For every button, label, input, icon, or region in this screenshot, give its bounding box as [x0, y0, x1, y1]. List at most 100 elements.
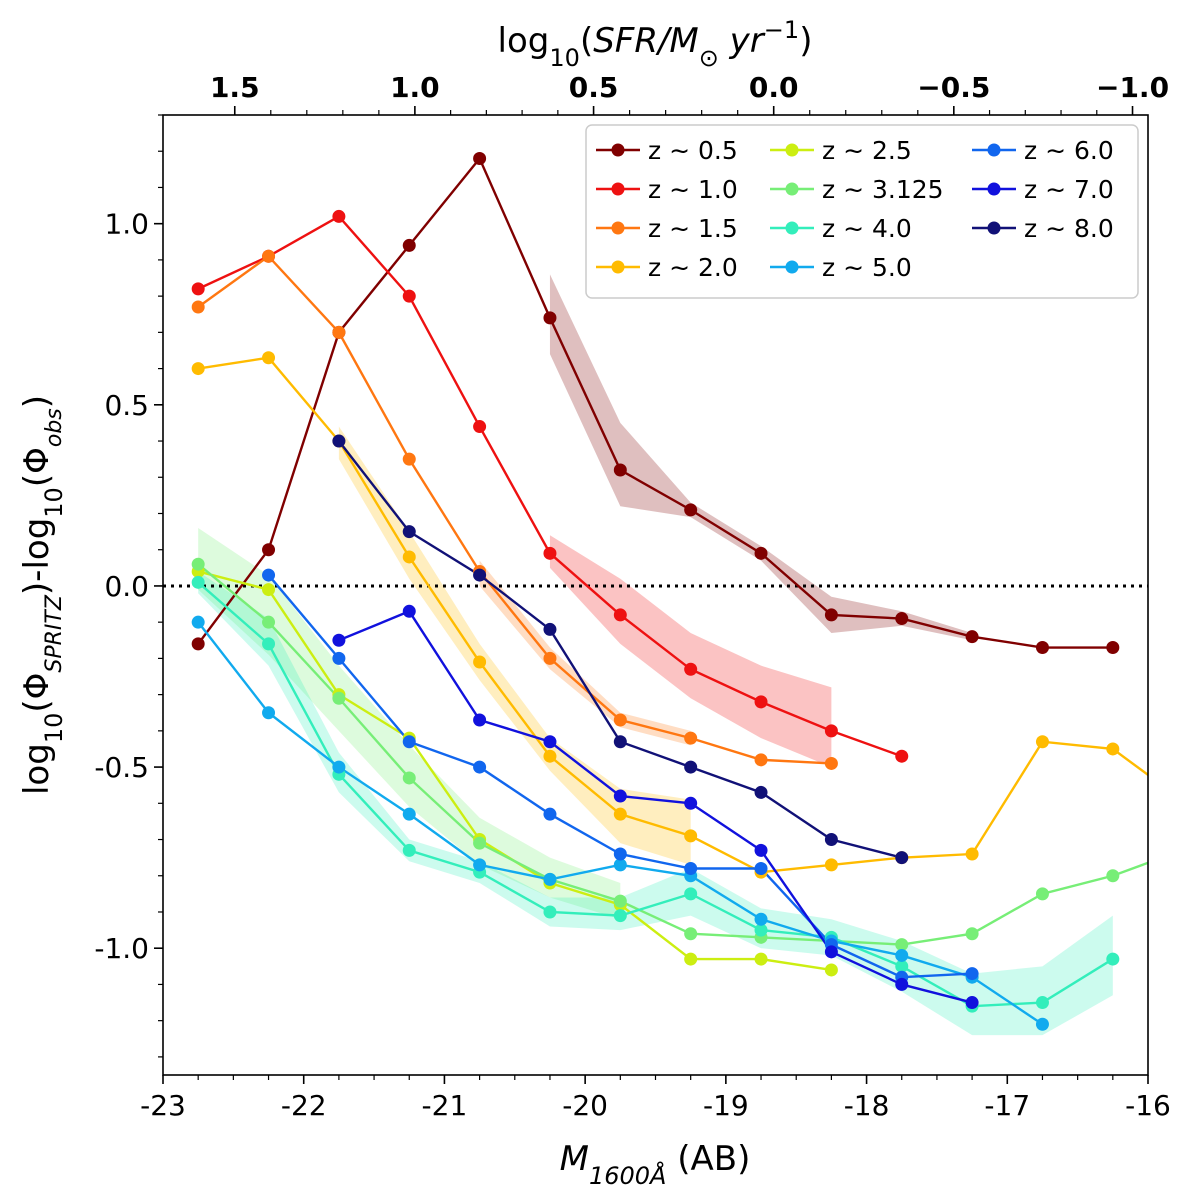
data-point	[613, 713, 627, 727]
legend-label: z ∼ 7.0	[1024, 175, 1114, 204]
data-point	[262, 615, 276, 629]
data-point	[191, 300, 205, 314]
x-tick-label: -21	[422, 1089, 468, 1122]
legend-swatch-marker	[611, 143, 625, 157]
legend-swatch-marker	[611, 260, 625, 274]
data-point	[473, 655, 487, 669]
legend-box	[585, 124, 1139, 299]
data-point	[191, 575, 205, 589]
data-point	[473, 420, 487, 434]
data-point	[543, 807, 557, 821]
legend-swatch-marker	[785, 143, 799, 157]
data-point	[824, 945, 838, 959]
data-point	[191, 615, 205, 629]
data-point	[543, 311, 557, 325]
data-point	[332, 209, 346, 223]
series-band	[338, 426, 691, 865]
data-point	[613, 847, 627, 861]
legend-entry: z ∼ 2.0	[596, 253, 738, 282]
x-axis-label: M1600Å (AB)	[560, 1139, 751, 1185]
data-point	[543, 735, 557, 749]
data-point	[684, 952, 698, 966]
data-point	[684, 862, 698, 876]
data-point	[191, 557, 205, 571]
series-band	[549, 274, 973, 641]
data-point	[824, 963, 838, 977]
data-point	[1106, 869, 1120, 883]
top-tick-label: −0.5	[917, 71, 990, 104]
data-point	[613, 858, 627, 872]
data-point	[895, 959, 909, 973]
legend-label: z ∼ 1.5	[648, 214, 738, 243]
y-axis-label: log10(ΦSPRITZ)-log10(Φobs)	[17, 395, 68, 795]
legend-label: z ∼ 2.0	[648, 253, 738, 282]
y-axis-ticks: -1.0 -0.5 0.0 0.5 1.0	[94, 114, 163, 1058]
legend-entry: z ∼ 1.5	[596, 214, 738, 243]
legend-entry: z ∼ 0.5	[596, 136, 738, 165]
series-band	[198, 527, 621, 920]
data-point	[402, 452, 416, 466]
data-point	[613, 894, 627, 908]
y-tick-label: 0.0	[104, 570, 149, 603]
legend-swatch-marker	[611, 182, 625, 196]
data-point	[1035, 887, 1049, 901]
data-point	[613, 608, 627, 622]
data-point	[402, 525, 416, 539]
data-point	[754, 695, 768, 709]
data-point	[473, 836, 487, 850]
top-tick-label: 1.5	[210, 71, 260, 104]
legend-label: z ∼ 0.5	[648, 136, 738, 165]
data-point	[473, 858, 487, 872]
data-point	[613, 789, 627, 803]
data-point	[1106, 742, 1120, 756]
data-point	[824, 756, 838, 770]
series-band	[198, 571, 1113, 1036]
data-point	[473, 760, 487, 774]
data-point	[824, 833, 838, 847]
data-point	[684, 887, 698, 901]
data-point	[402, 238, 416, 252]
data-point	[402, 604, 416, 618]
data-point	[965, 996, 979, 1010]
data-point	[1106, 641, 1120, 655]
x-tick-label: -17	[984, 1089, 1030, 1122]
data-point	[262, 706, 276, 720]
x-tick-label: -23	[140, 1089, 186, 1122]
data-point	[684, 796, 698, 810]
legend-swatch-marker	[987, 182, 1001, 196]
data-point	[473, 713, 487, 727]
y-tick-label: 1.0	[104, 208, 149, 241]
data-point	[543, 905, 557, 919]
data-point	[684, 731, 698, 745]
data-point	[402, 807, 416, 821]
series-band	[479, 560, 691, 746]
data-point	[332, 633, 346, 647]
top-tick-label: 0.5	[569, 71, 619, 104]
data-point	[754, 785, 768, 799]
legend-label: z ∼ 1.0	[648, 175, 738, 204]
x-tick-label: -19	[703, 1089, 749, 1122]
legend-swatch-marker	[785, 182, 799, 196]
data-point	[332, 760, 346, 774]
data-point	[332, 434, 346, 448]
legend: z ∼ 0.5 z ∼ 1.0 z ∼ 1.5 z ∼ 2.0 z ∼ 2.5 z ∼ 3…	[585, 124, 1139, 299]
data-point	[754, 843, 768, 857]
data-point	[613, 807, 627, 821]
data-point	[402, 843, 416, 857]
data-point	[895, 948, 909, 962]
data-point	[262, 351, 276, 365]
data-point	[895, 938, 909, 952]
data-point	[754, 912, 768, 926]
top-tick-label: 1.0	[390, 71, 440, 104]
series-line	[197, 254, 832, 765]
legend-label: z ∼ 5.0	[822, 253, 912, 282]
data-point	[1106, 952, 1120, 966]
y-tick-label: -0.5	[94, 751, 149, 784]
data-point	[895, 612, 909, 626]
legend-swatch-marker	[785, 260, 799, 274]
legend-swatch-marker	[987, 221, 1001, 235]
data-point	[262, 583, 276, 597]
top-axis-ticks: 1.5 1.0 0.5 0.0 −0.5 −1.0	[210, 71, 1169, 115]
legend-entry: z ∼ 8.0	[972, 214, 1114, 243]
data-point	[191, 282, 205, 296]
